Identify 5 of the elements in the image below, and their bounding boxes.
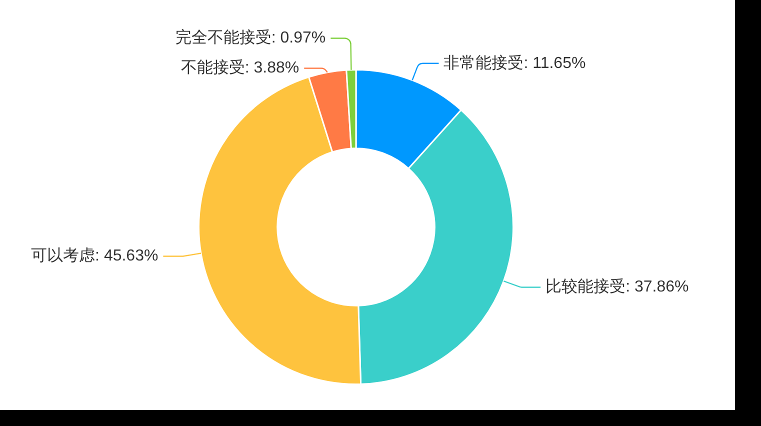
slice-label: 非常能接受: 11.65% — [444, 54, 586, 72]
slice-label: 比较能接受: 37.86% — [546, 278, 689, 296]
slice-label: 完全不能接受: 0.97% — [175, 28, 326, 47]
slice-label: 不能接受: 3.88% — [180, 58, 300, 77]
slice-label: 可以考虑: 45.63% — [31, 246, 158, 265]
